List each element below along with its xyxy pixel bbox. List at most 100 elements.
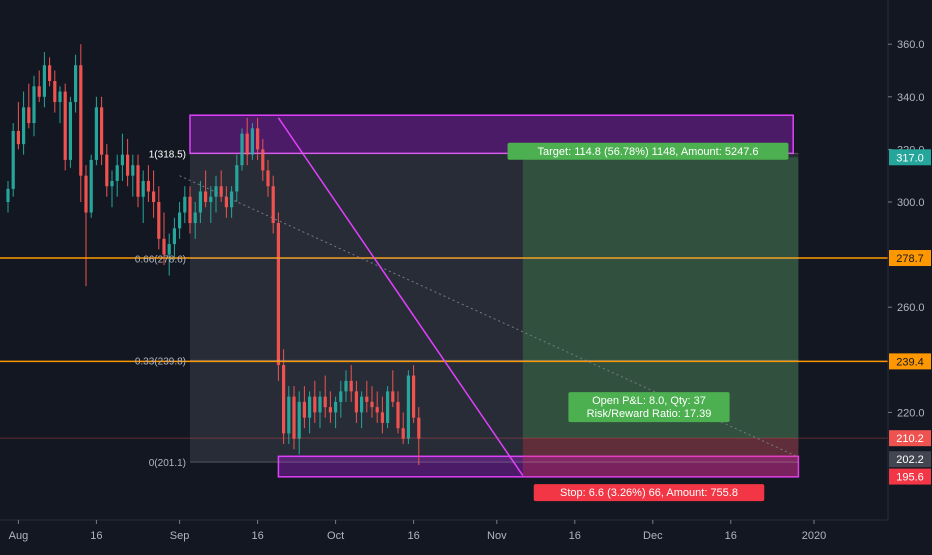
candle-body bbox=[313, 396, 317, 413]
candle-body bbox=[302, 401, 306, 418]
candle-body bbox=[172, 228, 176, 245]
candle-body bbox=[230, 191, 234, 208]
candle-body bbox=[318, 396, 322, 413]
price-tag[interactable]: 202.2 bbox=[889, 451, 931, 468]
candle-body bbox=[214, 186, 218, 197]
candle-body bbox=[126, 154, 130, 176]
candle-body bbox=[68, 102, 72, 160]
candle-body bbox=[6, 188, 10, 202]
price-tag[interactable]: 278.7 bbox=[889, 250, 931, 267]
fib-level-label: 0.66(278.6) bbox=[135, 254, 186, 265]
price-tag-bg bbox=[889, 451, 931, 468]
x-tick-label: 16 bbox=[251, 530, 263, 542]
target-label-bg bbox=[507, 142, 789, 160]
position-tool[interactable] bbox=[522, 157, 799, 477]
candle-body bbox=[11, 130, 15, 189]
y-tick-label: 220.0 bbox=[897, 407, 925, 419]
candle-body bbox=[100, 107, 104, 155]
candle-body bbox=[48, 65, 52, 82]
pnl-label-bg bbox=[568, 392, 730, 423]
drawings[interactable] bbox=[0, 117, 888, 476]
x-tick-label: 16 bbox=[407, 530, 419, 542]
candle-body bbox=[297, 401, 301, 439]
y-tick-label: 360.0 bbox=[897, 39, 925, 51]
x-tick-label: Aug bbox=[9, 530, 29, 542]
fib-level-label: 0.33(239.8) bbox=[135, 356, 186, 367]
candle-body bbox=[266, 170, 270, 187]
candle-body bbox=[412, 375, 416, 418]
candle-body bbox=[417, 417, 421, 439]
lower-zone[interactable] bbox=[277, 455, 800, 478]
candle-body bbox=[146, 180, 150, 192]
candle-body bbox=[58, 91, 62, 103]
candle-body bbox=[37, 86, 41, 97]
candle-body bbox=[120, 154, 124, 166]
target-label[interactable]: Target: 114.8 (56.78%) 1148, Amount: 524… bbox=[507, 142, 789, 160]
candle-body bbox=[344, 380, 348, 392]
candle-body bbox=[245, 133, 249, 155]
price-tag[interactable]: 239.4 bbox=[889, 353, 931, 370]
candle-body bbox=[235, 165, 239, 192]
candle-body bbox=[391, 391, 395, 402]
candle-body bbox=[292, 396, 296, 439]
candle-body bbox=[115, 165, 119, 181]
candle-body bbox=[84, 175, 88, 213]
candle-body bbox=[406, 375, 410, 439]
candle-body bbox=[167, 244, 171, 255]
price-tag[interactable]: 317.0 bbox=[889, 149, 931, 166]
y-tick-label: 300.0 bbox=[897, 197, 925, 209]
candle-body bbox=[141, 180, 145, 197]
candle-body bbox=[178, 212, 182, 229]
candle-body bbox=[256, 128, 260, 150]
x-tick-label: 16 bbox=[725, 530, 737, 542]
candle-body bbox=[63, 91, 67, 160]
price-tag-label: 202.2 bbox=[896, 454, 924, 466]
candle-body bbox=[282, 365, 286, 434]
candle-body bbox=[204, 191, 208, 202]
candle-body bbox=[136, 165, 140, 197]
stop-label-bg bbox=[533, 484, 765, 502]
price-tag-label: 195.6 bbox=[896, 472, 924, 484]
x-tick-label: 16 bbox=[90, 530, 102, 542]
candle-body bbox=[32, 86, 36, 124]
candle-body bbox=[198, 191, 202, 213]
price-tag-bg bbox=[889, 430, 931, 447]
price-tag[interactable]: 210.2 bbox=[889, 430, 931, 447]
price-tag[interactable]: 195.6 bbox=[889, 468, 931, 485]
candle-body bbox=[110, 180, 114, 187]
candle-body bbox=[105, 154, 109, 187]
stop-label-text: Stop: 6.6 (3.26%) 66, Amount: 755.8 bbox=[560, 487, 738, 499]
profit-zone[interactable] bbox=[522, 157, 799, 439]
price-tag-label: 278.7 bbox=[896, 253, 924, 265]
x-tick-label: 16 bbox=[569, 530, 581, 542]
candle-body bbox=[131, 165, 135, 176]
candle-body bbox=[162, 238, 166, 255]
candle-body bbox=[370, 401, 374, 408]
pnl-label-text: Risk/Reward Ratio: 17.39 bbox=[587, 408, 712, 420]
price-tag-label: 239.4 bbox=[896, 356, 924, 368]
candle-body bbox=[152, 191, 156, 202]
candle-body bbox=[53, 81, 57, 103]
loss-zone[interactable] bbox=[522, 438, 799, 477]
candle-body bbox=[224, 196, 228, 208]
candle-body bbox=[365, 396, 369, 402]
price-tag-bg bbox=[889, 149, 931, 166]
candle-body bbox=[188, 196, 192, 224]
price-tag-bg bbox=[889, 250, 931, 267]
candle-body bbox=[360, 396, 364, 413]
labels: 1(318.5) 0.66(278.6) 0.33(239.8) 0(201.1) Ta… bbox=[135, 142, 789, 502]
price-tag-bg bbox=[889, 353, 931, 370]
trendline[interactable] bbox=[277, 117, 524, 476]
candle-body bbox=[287, 396, 291, 434]
candle-body bbox=[157, 202, 161, 239]
candle-body bbox=[183, 196, 187, 213]
candle-body bbox=[240, 133, 244, 166]
stop-label[interactable]: Stop: 6.6 (3.26%) 66, Amount: 755.8 bbox=[533, 484, 765, 502]
candle-body bbox=[79, 65, 83, 176]
candle-body bbox=[261, 149, 265, 171]
candle-body bbox=[27, 107, 31, 124]
candle-body bbox=[250, 128, 254, 155]
axes[interactable]: 360.0340.0320.0300.0260.0220.0Aug16Sep16… bbox=[0, 0, 931, 542]
